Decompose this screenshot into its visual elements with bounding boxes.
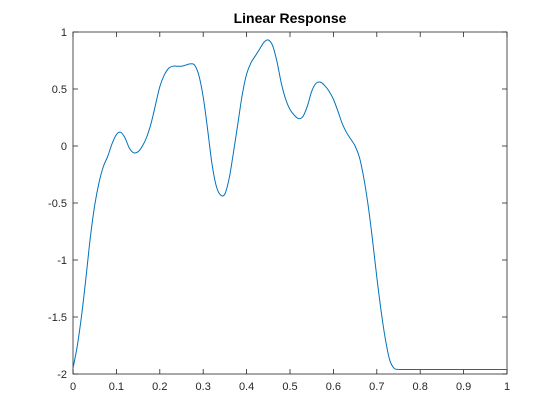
x-tick-label: 0 [70, 381, 76, 393]
plot-area: 0 0.1 0.2 0.3 0.4 0.5 0.6 0.7 0.8 0.9 1 1 0.5 0 -0.5 -1… [48, 27, 510, 393]
x-tick-label: 0.9 [456, 381, 471, 393]
y-tick-label: 0.5 [52, 84, 67, 96]
y-tick-label: -0.5 [48, 198, 67, 210]
x-tick-label: 0.1 [109, 381, 124, 393]
series-line-1 [72, 39, 507, 371]
x-tick-label: 0.8 [413, 381, 428, 393]
chart-title: Linear Response [234, 10, 347, 26]
y-tick-label: 0 [61, 141, 67, 153]
y-tick-label: 1 [61, 27, 67, 39]
axes-box [72, 31, 508, 375]
x-tick-label: 0.2 [152, 381, 167, 393]
x-tick-label: 0.7 [369, 381, 384, 393]
y-tick-label: -1 [57, 255, 67, 267]
x-tick-label: 1 [504, 381, 510, 393]
y-tick-label: -2 [57, 369, 67, 381]
x-tick-label: 0.4 [239, 381, 254, 393]
x-tick-label: 0.3 [196, 381, 211, 393]
x-tick-label: 0.6 [326, 381, 341, 393]
y-tick-label: -1.5 [48, 312, 67, 324]
x-tick-label: 0.5 [282, 381, 297, 393]
